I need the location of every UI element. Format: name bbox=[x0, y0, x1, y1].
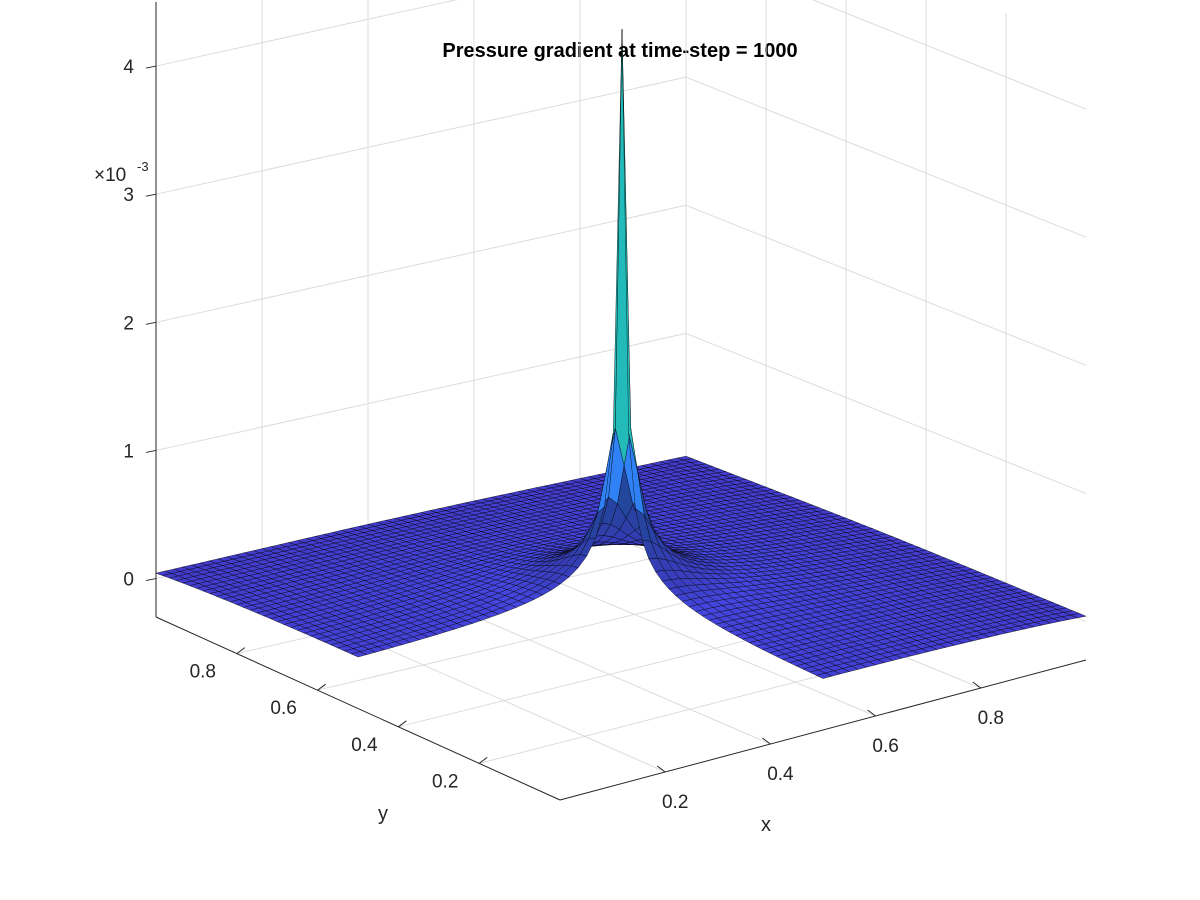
x-tick bbox=[656, 765, 666, 773]
z-tick bbox=[145, 578, 157, 582]
y-tick-label: 0.2 bbox=[432, 771, 458, 792]
grid-line bbox=[155, 76, 1087, 238]
x-tick-label: 0.6 bbox=[872, 736, 898, 757]
y-tick-label: 0.8 bbox=[190, 662, 216, 683]
x-tick-label: 0.4 bbox=[767, 764, 794, 785]
y-axis-label: y bbox=[378, 803, 388, 825]
x-tick bbox=[867, 709, 876, 717]
y-tick bbox=[478, 757, 488, 764]
z-tick-label: 2 bbox=[123, 313, 134, 334]
x-tick-label: 0.2 bbox=[662, 792, 688, 813]
x-tick bbox=[972, 681, 982, 689]
y-tick bbox=[317, 683, 326, 691]
x-tick bbox=[762, 737, 771, 745]
z-tick bbox=[145, 321, 157, 325]
chart-title: Pressure gradient at time-step = 1000 bbox=[442, 40, 797, 62]
z-tick bbox=[145, 193, 157, 197]
axis-layer bbox=[145, 2, 1087, 801]
x-tick-label: 0.8 bbox=[978, 708, 1004, 729]
z-multiplier-exponent: -3 bbox=[137, 159, 149, 174]
z-tick-label: 0 bbox=[123, 570, 134, 591]
z-tick bbox=[145, 65, 157, 69]
z-multiplier: ×10 -3 bbox=[94, 159, 149, 186]
y-tick-label: 0.6 bbox=[270, 698, 296, 719]
surface-face bbox=[815, 672, 833, 679]
x-axis-line bbox=[559, 659, 1087, 801]
y-tick bbox=[398, 720, 407, 728]
z-tick-label: 1 bbox=[123, 441, 134, 462]
z-multiplier-base: ×10 bbox=[94, 165, 126, 186]
z-tick bbox=[145, 449, 157, 453]
y-tick bbox=[236, 647, 246, 654]
x-axis-label: x bbox=[761, 814, 771, 836]
surface-face bbox=[350, 651, 368, 658]
y-tick-label: 0.4 bbox=[351, 735, 378, 756]
z-tick-label: 3 bbox=[123, 185, 134, 206]
z-tick-label: 4 bbox=[123, 57, 134, 78]
grid-line bbox=[155, 204, 1087, 366]
grid-line bbox=[155, 332, 1087, 494]
y-axis-line bbox=[155, 616, 561, 801]
surface-layer bbox=[155, 29, 1087, 679]
grid-line bbox=[155, 0, 1087, 110]
label-layer: 0 1 2 3 4 0.2 0.4 0.6 0.8 0.2 0.4 0.6 0.8 bbox=[123, 57, 1004, 813]
